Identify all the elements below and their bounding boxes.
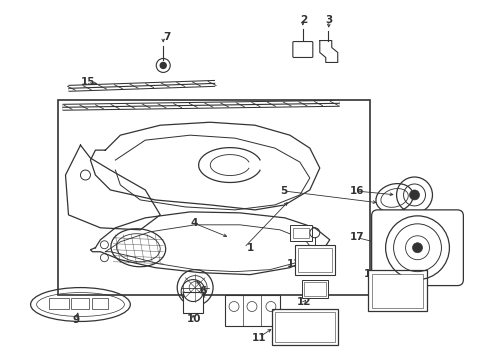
Bar — [293, 228, 309, 238]
Text: 10: 10 — [187, 314, 201, 324]
FancyBboxPatch shape — [371, 210, 464, 285]
Text: 14: 14 — [364, 269, 378, 279]
Circle shape — [413, 243, 422, 253]
Text: 17: 17 — [350, 232, 365, 242]
Text: 15: 15 — [80, 77, 95, 87]
Bar — [225, 294, 280, 327]
Text: 8: 8 — [224, 308, 231, 318]
Text: 11: 11 — [251, 333, 266, 343]
Bar — [72, 298, 90, 310]
Bar — [290, 225, 312, 241]
Bar — [183, 292, 203, 314]
Text: 2: 2 — [300, 15, 307, 26]
Circle shape — [160, 62, 166, 68]
Bar — [302, 280, 328, 298]
Text: 3: 3 — [325, 15, 333, 26]
FancyBboxPatch shape — [293, 41, 313, 58]
Text: 12: 12 — [296, 297, 311, 307]
Text: 4: 4 — [190, 218, 197, 228]
Text: 9: 9 — [73, 315, 80, 325]
Bar — [298, 248, 332, 272]
Text: 5: 5 — [280, 186, 288, 196]
Bar — [304, 282, 326, 296]
Text: 7: 7 — [163, 32, 171, 41]
Bar — [371, 274, 423, 307]
Bar — [49, 298, 69, 310]
Text: 1: 1 — [246, 243, 254, 253]
Bar — [57, 100, 369, 294]
Text: 16: 16 — [350, 186, 365, 196]
Bar — [272, 310, 338, 345]
Bar — [295, 245, 335, 275]
Text: 6: 6 — [200, 286, 207, 296]
Circle shape — [410, 190, 419, 200]
Text: 13: 13 — [287, 259, 301, 269]
Bar — [93, 298, 108, 310]
Bar — [275, 312, 335, 342]
Bar — [368, 270, 427, 311]
